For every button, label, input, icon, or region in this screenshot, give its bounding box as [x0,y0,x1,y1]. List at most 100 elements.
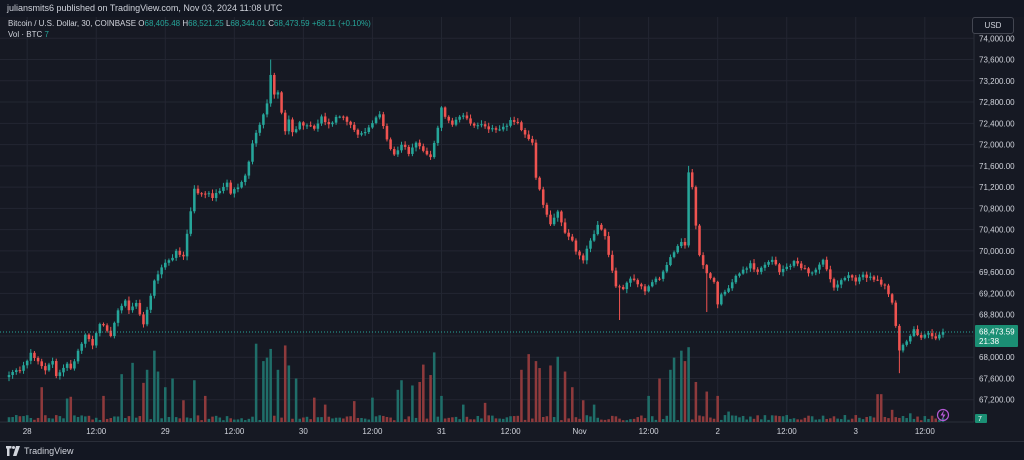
volume-bar [872,417,876,422]
candle [200,192,203,197]
candle-body [545,204,549,215]
volume-bar [436,416,440,422]
candle [541,186,545,208]
candle-body [654,278,658,283]
candle-body [313,125,316,129]
candle-body [320,116,323,124]
volume-bar [462,404,465,422]
candle-body [574,240,578,252]
volume-bar [382,415,385,422]
candle [723,289,727,297]
chart-area[interactable]: 74,000.00 73,600.00 73,200.00 72,800.00 72,4… [0,17,1024,441]
footer-brand[interactable]: TradingView [6,442,74,460]
candle-body [280,92,283,113]
flash-icon-ring [936,408,950,422]
volume-bar [309,419,312,422]
volume-bar [680,350,683,422]
candle-body [44,366,47,371]
volume-bar [483,402,487,422]
legend-o-value: 68,405.48 [144,19,181,28]
volume-bar [156,371,160,422]
candle-body [36,357,40,362]
volume-bar [883,416,887,422]
candle-body [578,251,581,256]
last-price-countdown: 21:38 [979,337,1000,346]
price-tick-label: 69,200.00 [979,289,1015,298]
volume-bar [596,417,600,422]
candle [276,90,280,99]
volume-bar [414,417,418,422]
candle-body [647,286,650,292]
candle [676,244,679,254]
volume-bar [658,378,661,422]
candle [592,230,596,242]
candle-body [941,332,945,335]
candle-body [440,107,443,128]
volume-bar [734,415,738,422]
price-chart[interactable]: 74,000.00 73,600.00 73,200.00 72,800.00 72,4… [0,17,1024,441]
volume-bar [196,415,200,422]
candle-body [131,306,134,311]
volume-bar [58,416,62,422]
candle [501,123,505,132]
candle [447,115,451,124]
candle [567,229,570,241]
candle-body [178,250,182,255]
volume-bar [153,350,156,422]
candle [334,114,338,125]
candle [91,335,94,350]
candle [600,223,603,231]
candle-body [843,277,847,281]
volume-bar [472,419,476,422]
candle [589,238,592,253]
candle-body [283,112,287,132]
volume-bar [560,420,563,422]
volume-bar [687,347,690,422]
candle-body [222,186,225,191]
volume-bar [185,417,189,422]
volume-bar [541,417,545,422]
candle [403,141,407,150]
candle-body [94,333,98,346]
volume-bar [200,420,203,422]
candle [251,140,254,165]
candle [76,348,80,364]
volume-bar [705,391,709,422]
volume-bar [392,420,396,422]
candle-body [901,344,905,351]
volume-bar [567,418,570,422]
candle-body [262,114,265,125]
volume-bar [607,419,610,422]
candle [273,72,276,99]
candle [389,137,392,151]
volume-bar [887,418,890,422]
candle [356,128,360,139]
candle [585,245,589,265]
volume-bar [273,415,276,422]
candle-body [305,125,309,127]
volume-bar [618,418,621,422]
price-tick-label: 69,600.00 [979,268,1015,277]
candle [243,173,247,186]
candle [923,333,927,340]
candle-body [567,232,570,237]
candle [607,231,610,258]
volume-bar [116,416,120,422]
candle [476,122,480,130]
volume-bar [407,416,411,422]
currency-button[interactable]: USD [972,17,1014,34]
volume-bar [701,416,705,422]
last-price-label: 68,473.59 [979,328,1015,337]
candle-body [745,268,749,270]
volume-bar [512,416,516,422]
candle [916,325,919,337]
candle-body [22,365,25,371]
volume-bar [287,365,291,422]
candle [480,120,483,128]
price-tick-label: 70,000.00 [979,247,1015,256]
candle-body [149,295,153,310]
candle [378,111,381,120]
candle-body [160,267,163,275]
candle [687,165,690,248]
legend-c-label: C [268,19,275,28]
